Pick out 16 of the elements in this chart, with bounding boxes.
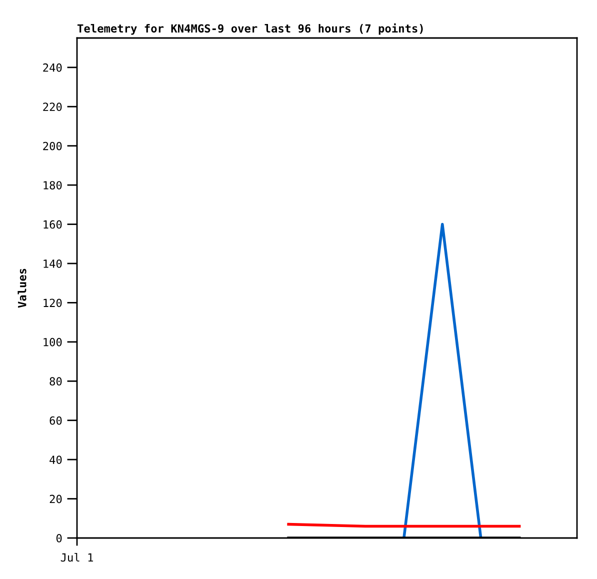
y-tick-label: 180: [44, 181, 62, 190]
y-tick-label: 220: [43, 102, 62, 112]
text: Jul 1: [60, 553, 93, 562]
y-tick-label: 120: [44, 298, 62, 308]
y-axis-title: Values: [18, 268, 26, 308]
y-tick-label: 100: [44, 338, 62, 346]
y-tick-label: 0: [56, 534, 62, 542]
y-tick-label: 40: [50, 456, 62, 464]
y-tick-label: 140: [44, 259, 62, 268]
y-tick-label: 80: [50, 377, 62, 386]
chart-title: Telemetry for KN4MGS-9 over last 96 hours (7 points): [77, 23, 423, 35]
y-tick-label: 60: [50, 416, 62, 425]
y-tick-label: 200: [43, 142, 62, 150]
y-tick-label: 160: [44, 220, 62, 229]
y-tick-label: 20: [50, 494, 62, 504]
y-tick-label: 240: [43, 63, 62, 72]
